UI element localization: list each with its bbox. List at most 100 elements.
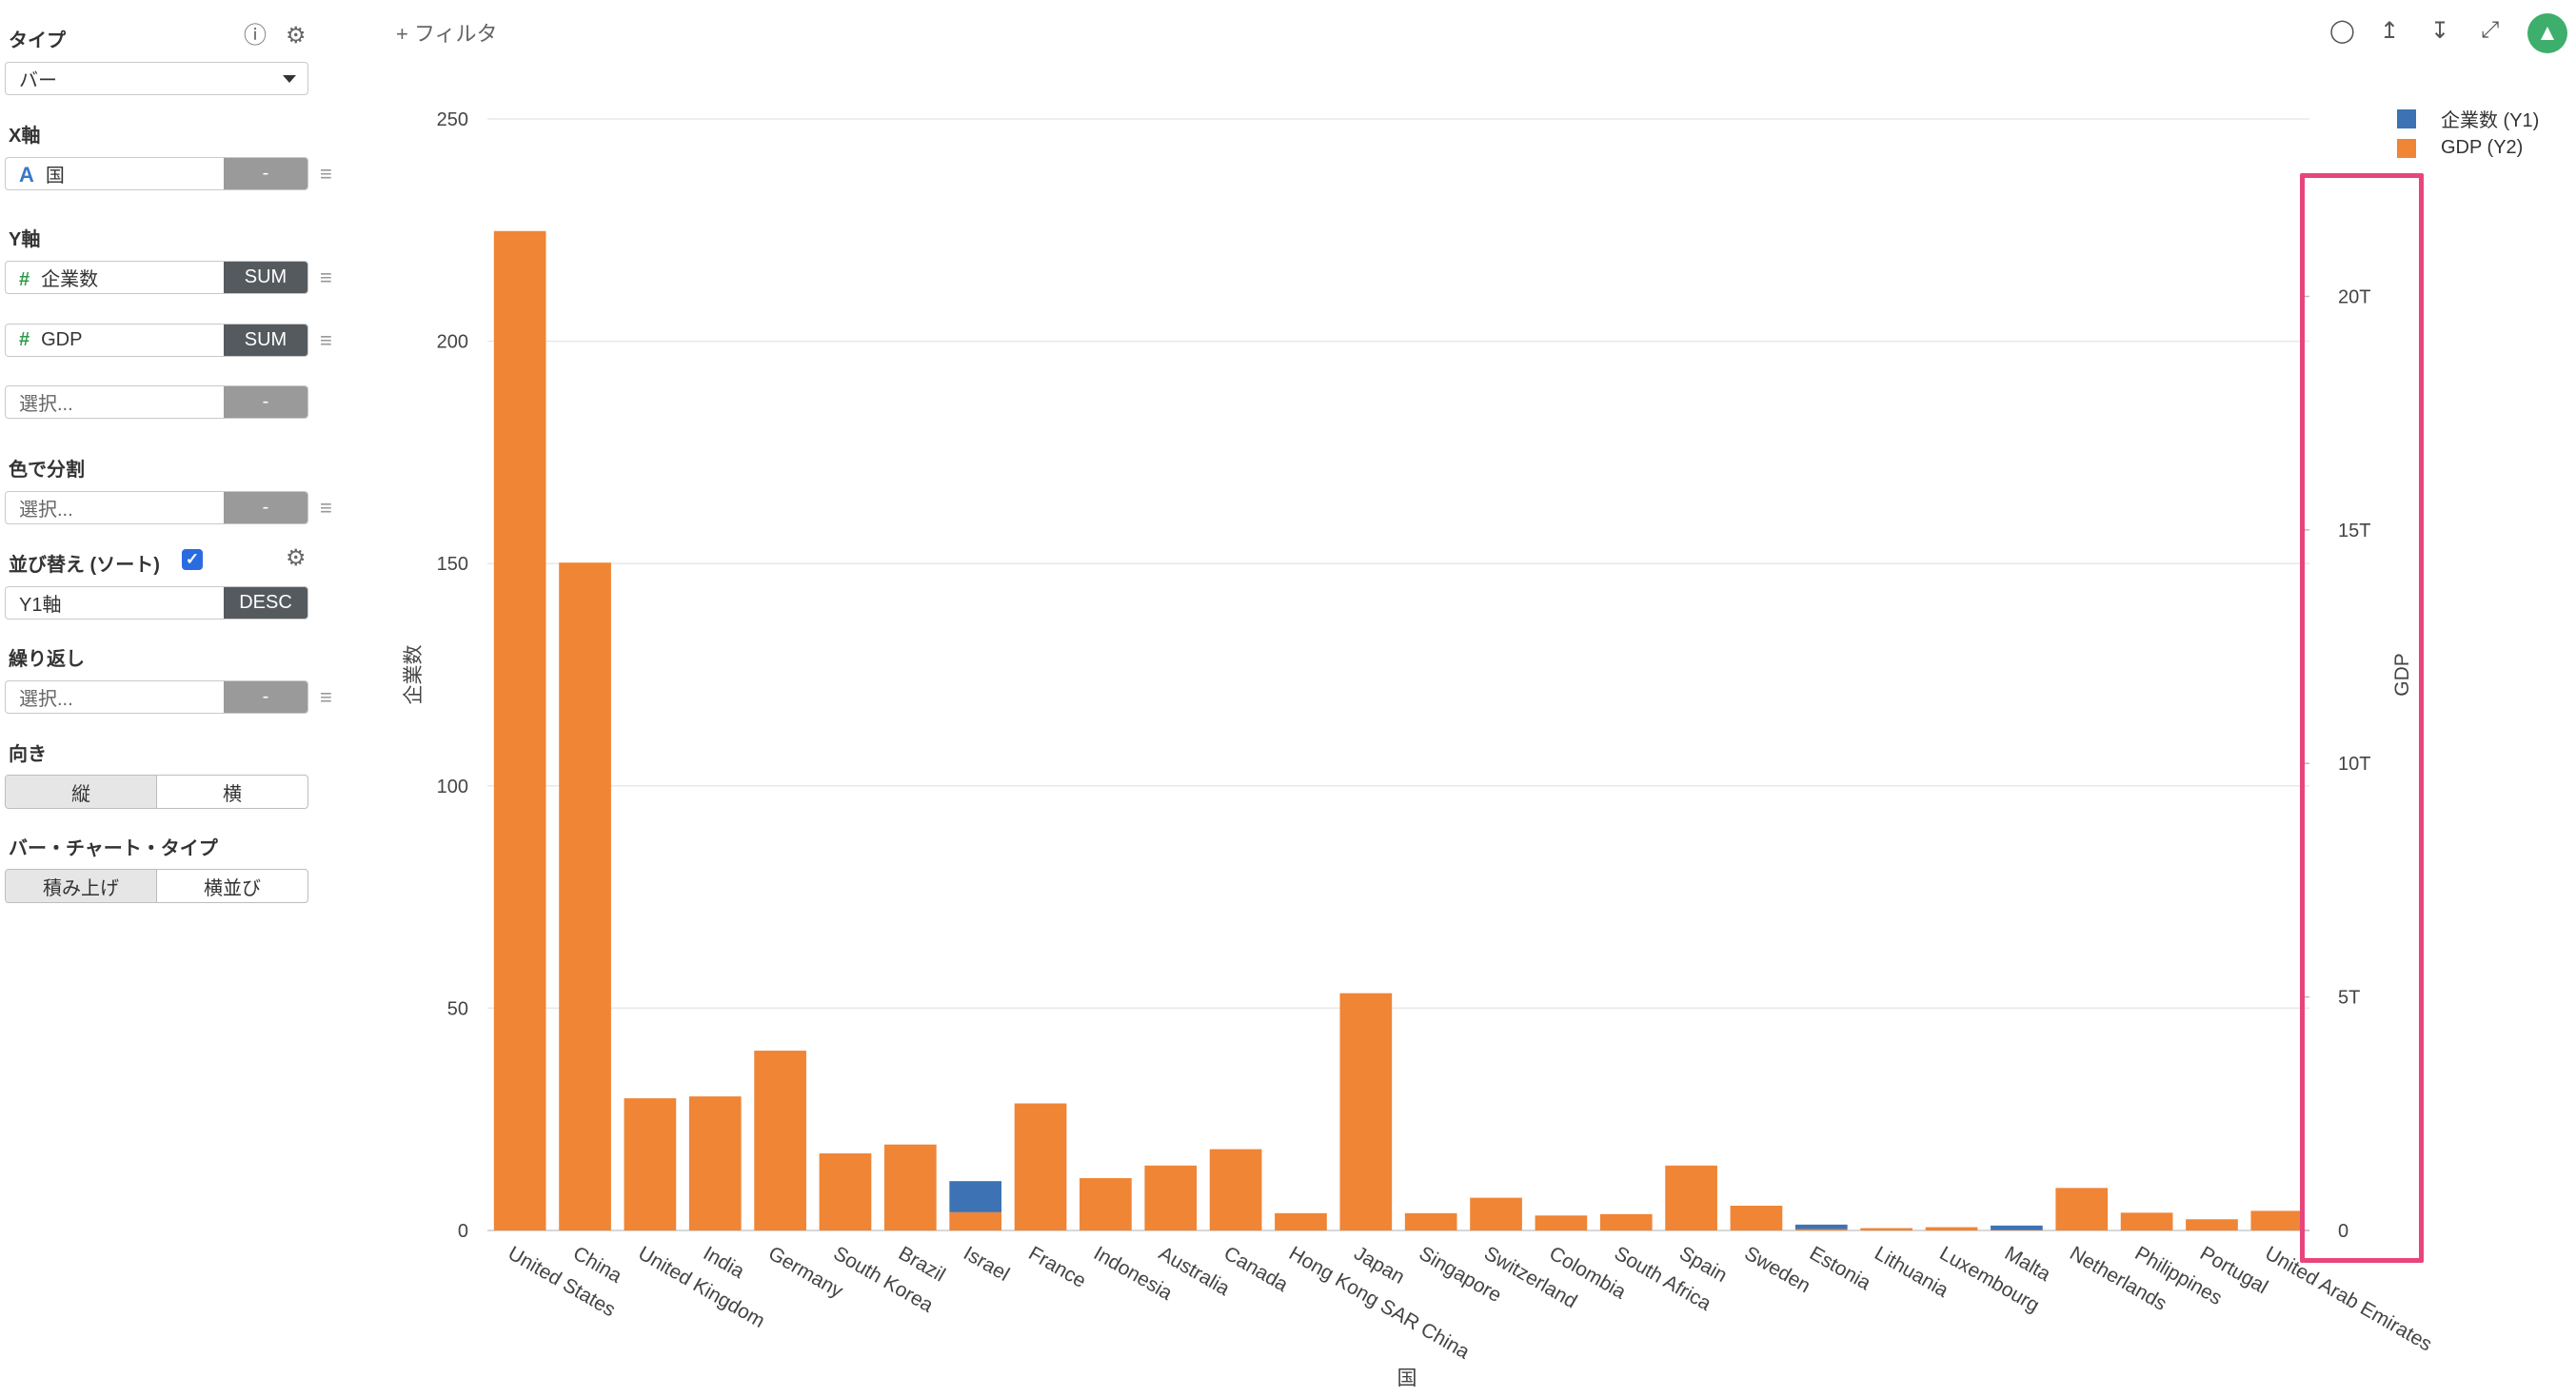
bar-gdp (624, 1098, 677, 1230)
repeat-field[interactable]: 選択... - (5, 680, 308, 714)
y2-tick-label: 10T (2338, 754, 2370, 775)
bar-gdp (949, 1211, 1002, 1230)
x-tick-label: United Kingdom (634, 1242, 768, 1332)
legend-swatch-y1 (2397, 108, 2416, 128)
bar-gdp (1925, 1227, 1978, 1230)
legend-item-y1[interactable]: 企業数 (Y1) (2397, 105, 2539, 132)
expand-icon[interactable]: ⤢ (2481, 17, 2500, 43)
bar-company-count (949, 1181, 1002, 1212)
bar-gdp (2055, 1188, 2109, 1230)
gear-icon[interactable]: ⚙ (286, 23, 307, 49)
bar-gdp (2250, 1210, 2304, 1230)
yaxis-field-2-agg-button[interactable]: SUM (224, 325, 307, 356)
orientation-vertical-option[interactable]: 縦 (6, 776, 157, 808)
sort-order-button[interactable]: DESC (224, 587, 307, 619)
drag-handle-icon[interactable]: ≡ (320, 162, 332, 186)
bar-gdp (1275, 1212, 1327, 1230)
bar-gdp (1404, 1212, 1457, 1230)
chart-type-select[interactable]: バー (5, 62, 308, 95)
yaxis-add-agg-button[interactable]: - (224, 386, 307, 418)
repeat-placeholder: 選択... (19, 689, 73, 710)
drag-handle-icon[interactable]: ≡ (320, 266, 332, 289)
chart-type-value: バー (19, 70, 57, 91)
x-tick-label: Estonia (1806, 1242, 1874, 1294)
bar-type-label: バー・チャート・タイプ (9, 838, 218, 859)
number-type-icon: # (19, 329, 30, 350)
bar-gdp (688, 1096, 742, 1230)
text-type-icon: A (19, 163, 34, 187)
xaxis-label: X軸 (9, 126, 41, 147)
x-axis-title: 国 (1397, 1367, 1417, 1389)
xaxis-agg-button[interactable]: - (224, 158, 307, 189)
y1-tick-label: 200 (437, 332, 468, 353)
y2-tick-label: 20T (2338, 286, 2370, 307)
type-label: タイプ (9, 30, 66, 51)
bar-gdp (1599, 1213, 1653, 1230)
sort-checkbox[interactable]: ✓ (182, 549, 203, 570)
x-tick-label: Canada (1220, 1242, 1292, 1296)
bar-company-count (1991, 1225, 2043, 1230)
yaxis-field-2[interactable]: # GDP SUM (5, 324, 308, 357)
color-split-agg-button[interactable]: - (224, 492, 307, 523)
yaxis-field-1-agg-button[interactable]: SUM (224, 262, 307, 293)
y1-axis-title: 企業数 (403, 645, 425, 705)
y2-tick-label: 0 (2338, 1221, 2348, 1242)
pin-icon: ▲ (2536, 20, 2559, 46)
x-tick-label: Lithuania (1871, 1242, 1952, 1302)
comment-icon[interactable]: ◯ (2329, 18, 2355, 44)
add-filter-button[interactable]: + フィルタ (396, 22, 498, 46)
yaxis-label: Y軸 (9, 229, 41, 250)
sort-label: 並び替え (ソート) (9, 555, 160, 576)
bar-gdp (819, 1153, 872, 1230)
bar-gdp (1730, 1205, 1783, 1230)
bar-type-grouped-option[interactable]: 横並び (204, 877, 261, 899)
bar-gdp (2120, 1212, 2173, 1230)
drag-handle-icon[interactable]: ≡ (320, 328, 332, 352)
orientation-label: 向き (9, 744, 47, 765)
yaxis-add-placeholder: 選択... (19, 394, 73, 415)
download-icon[interactable]: ↧ (2430, 18, 2450, 44)
sort-field-name: Y1軸 (19, 595, 62, 616)
legend-swatch-y2 (2397, 138, 2416, 158)
number-type-icon: # (19, 269, 30, 290)
y1-tick-label: 0 (458, 1221, 468, 1242)
bar-gdp (2186, 1219, 2238, 1230)
color-split-placeholder: 選択... (19, 500, 73, 521)
orientation-toggle: 縦 横 (5, 775, 308, 809)
yaxis-field-1[interactable]: # 企業数 SUM (5, 261, 308, 294)
bar-gdp (883, 1144, 937, 1230)
pin-button[interactable]: ▲ (2527, 13, 2567, 53)
sort-field[interactable]: Y1軸 DESC (5, 586, 308, 620)
repeat-agg-button[interactable]: - (224, 681, 307, 713)
legend-item-y2[interactable]: GDP (Y2) (2397, 137, 2523, 159)
bar-gdp (559, 562, 611, 1230)
gear-icon[interactable]: ⚙ (286, 545, 307, 571)
y1-tick-label: 100 (437, 777, 468, 797)
bar-company-count (1794, 1224, 1848, 1230)
xaxis-field-name: 国 (45, 166, 65, 187)
drag-handle-icon[interactable]: ≡ (320, 685, 332, 709)
orientation-horizontal-option[interactable]: 横 (223, 783, 242, 805)
color-split-label: 色で分割 (9, 460, 85, 481)
x-tick-label: Israel (960, 1242, 1013, 1286)
drag-handle-icon[interactable]: ≡ (320, 496, 332, 520)
yaxis-field-1-name: 企業数 (41, 269, 99, 290)
legend-label-y2: GDP (Y2) (2441, 137, 2524, 158)
bar-gdp (1339, 993, 1393, 1230)
bar-gdp (1860, 1228, 1913, 1230)
bar-gdp (1665, 1165, 1717, 1230)
bar-type-toggle: 積み上げ 横並び (5, 869, 308, 903)
upload-icon[interactable]: ↥ (2380, 18, 2400, 44)
legend-label-y1: 企業数 (Y1) (2441, 110, 2540, 131)
y1-tick-label: 50 (447, 998, 468, 1019)
y2-axis-highlight-box (2300, 173, 2424, 1263)
bar-gdp (1470, 1197, 1522, 1230)
help-icon[interactable]: ⓘ (244, 23, 267, 49)
yaxis-add-field[interactable]: 選択... - (5, 385, 308, 419)
bar-type-stacked-option[interactable]: 積み上げ (6, 870, 157, 902)
bar-gdp (1209, 1149, 1262, 1230)
bar-gdp (1535, 1215, 1588, 1230)
color-split-field[interactable]: 選択... - (5, 491, 308, 524)
